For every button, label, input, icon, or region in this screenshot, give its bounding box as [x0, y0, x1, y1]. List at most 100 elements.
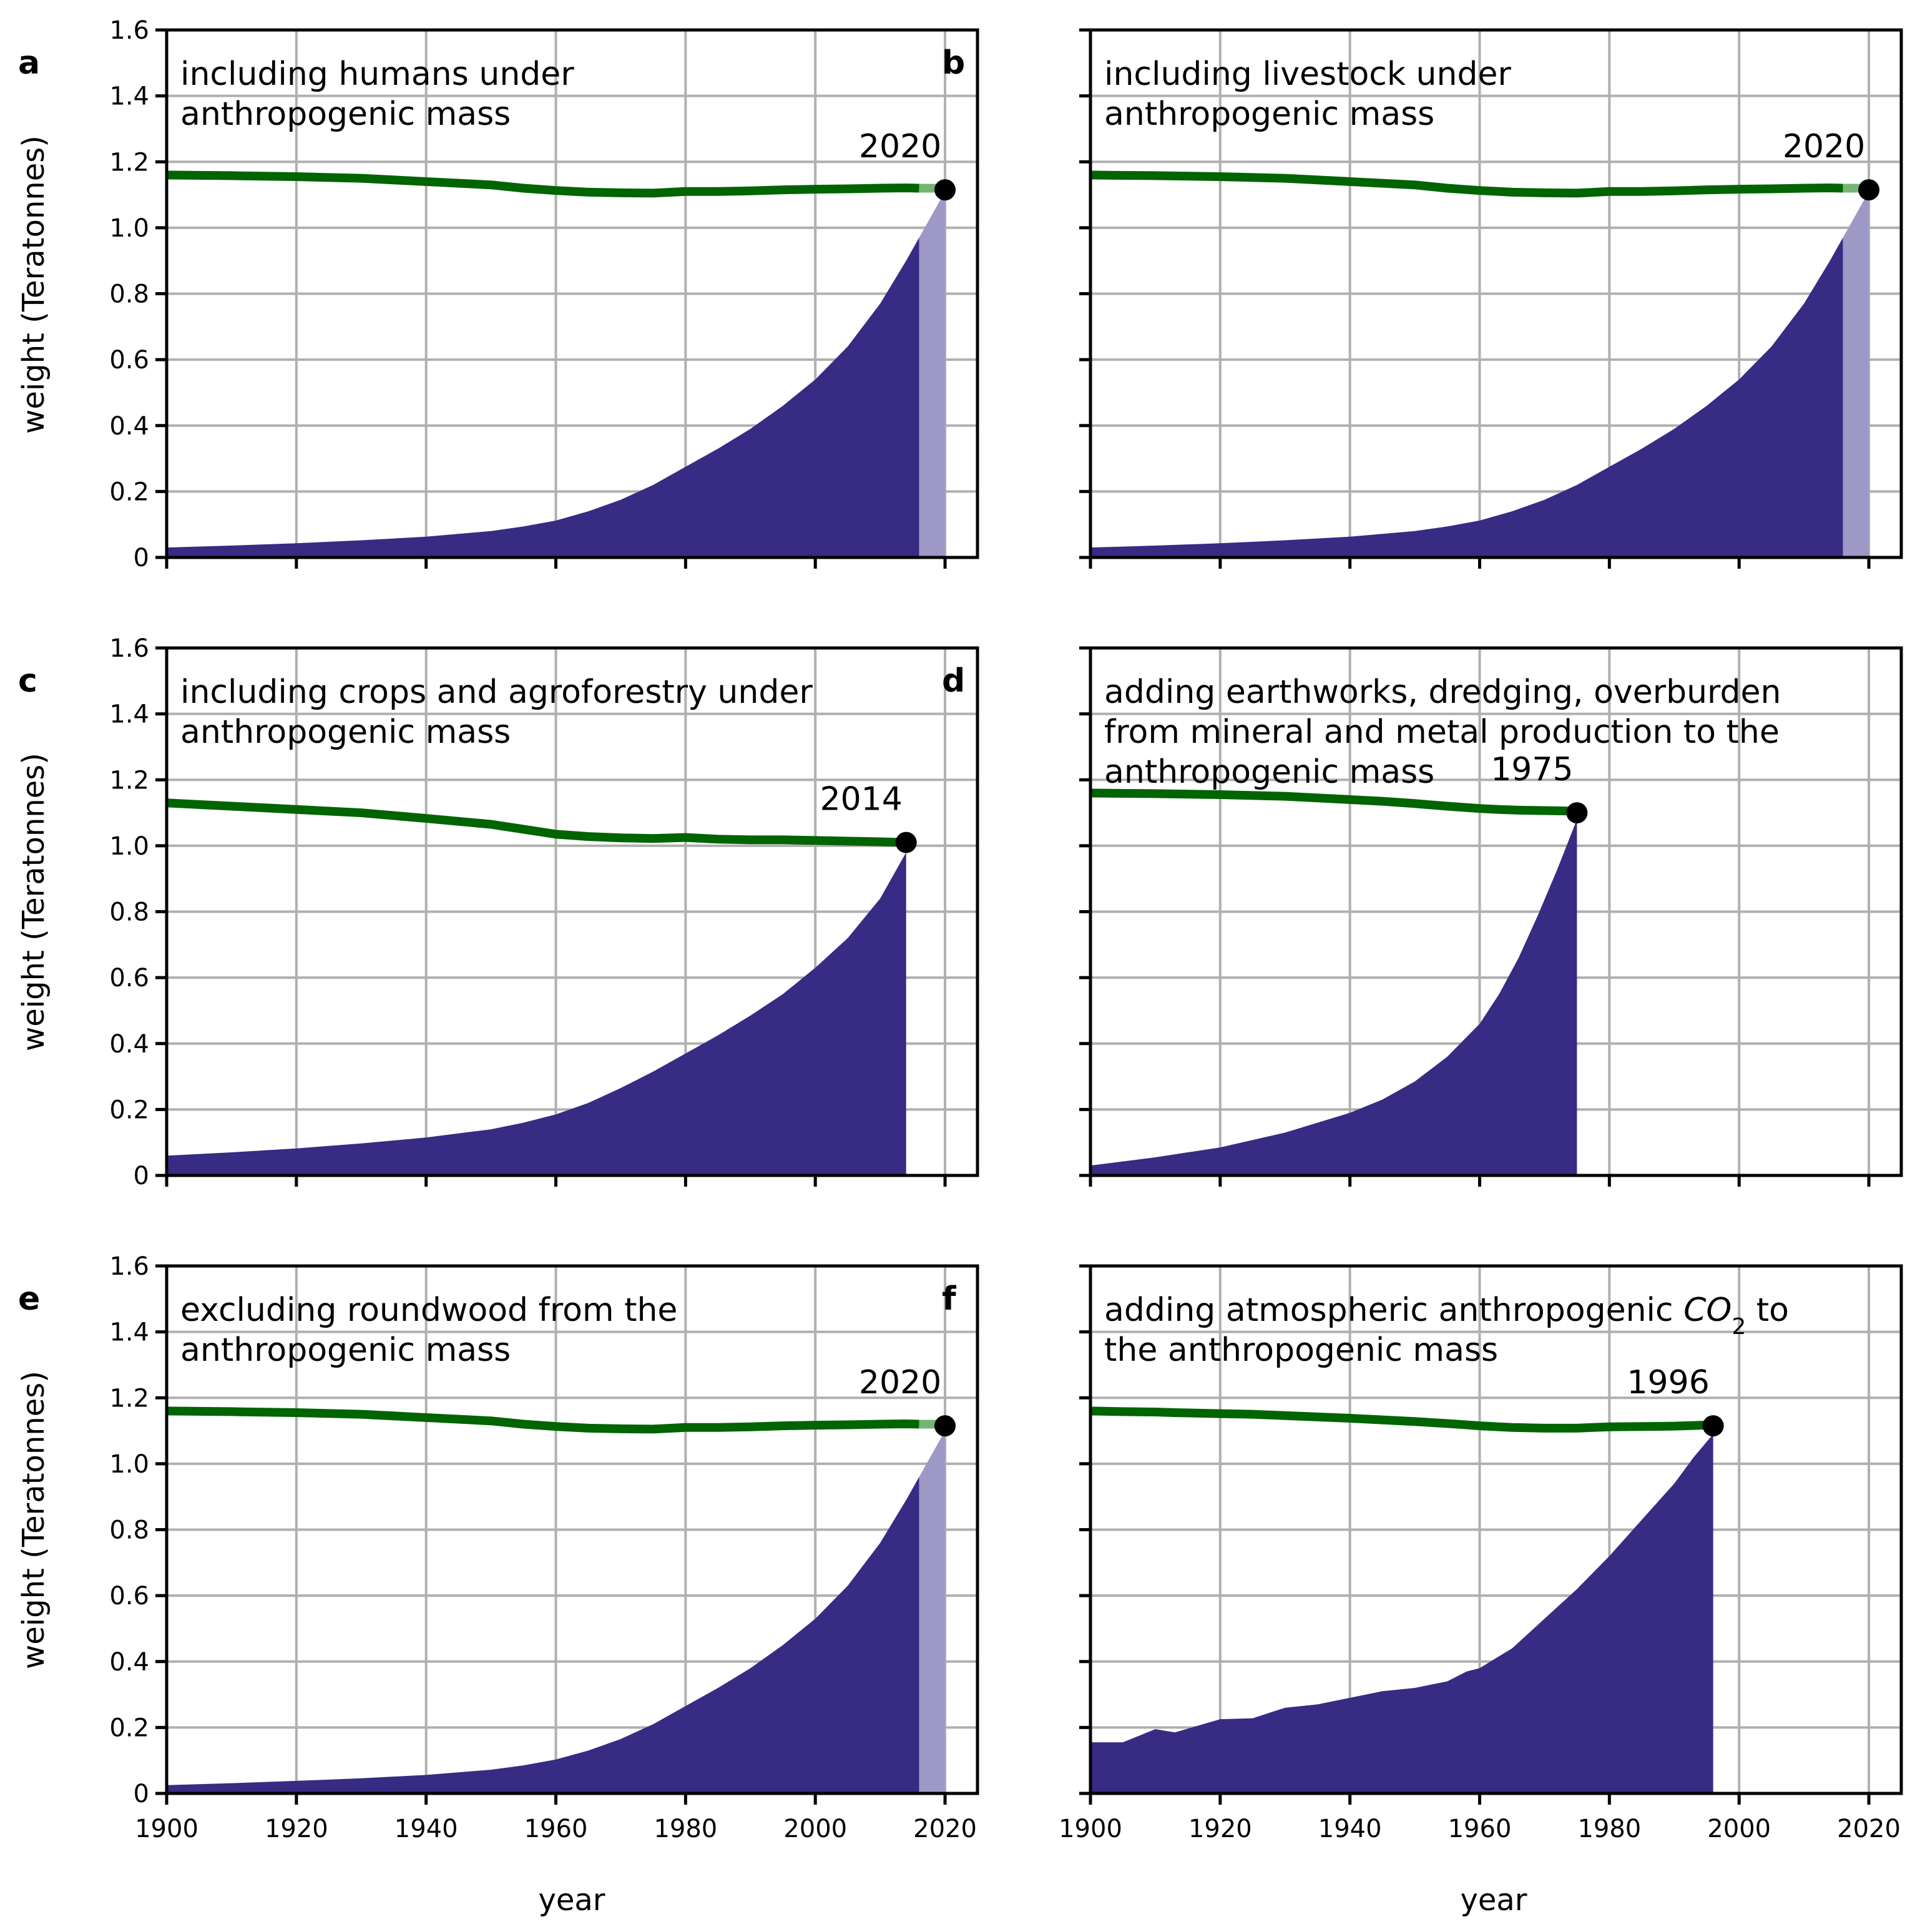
- biomass-line: [1090, 788, 1577, 816]
- panel-e: 2020 1900 1920 1940 1960 1980 2000 2020 0 0.2 0.4 0…: [18, 1252, 979, 1843]
- annotation-line: anthropogenic mass: [1104, 96, 1434, 133]
- x-tick-label: 1940: [1318, 1815, 1382, 1843]
- y-tick-label: 1.6: [109, 1252, 149, 1281]
- panel-f: 1996 1900 1920 1940 1960 1980 2000 2020 f adding …: [942, 1264, 1903, 1843]
- y-tick-label: 0.6: [109, 346, 149, 375]
- y-axis-label: weight (Teratonnes): [16, 135, 51, 434]
- y-tick-label: 1.0: [109, 214, 149, 243]
- annotation-line: adding earthworks, dredging, overburden: [1104, 674, 1781, 711]
- y-tick-label: 1.2: [109, 1384, 149, 1413]
- y-tick-label: 0.4: [109, 1030, 149, 1059]
- crossover-year-label: 2020: [1783, 128, 1865, 165]
- y-tick-label: 0.4: [109, 1648, 149, 1677]
- x-tick-label: 1900: [1059, 1815, 1122, 1843]
- panel-letter: e: [18, 1280, 40, 1318]
- y-tick-label: 0.6: [109, 1582, 149, 1611]
- panel-annotation: including livestock under anthropogenic m…: [1104, 56, 1511, 133]
- y-tick-label: 0.8: [109, 898, 149, 927]
- y-tick-label: 0.8: [109, 1516, 149, 1545]
- x-tick-label: 2020: [913, 1815, 977, 1843]
- x-tick-label: 1960: [1448, 1815, 1512, 1843]
- y-tick-label: 1.4: [109, 700, 149, 729]
- crossover-marker: [1702, 1415, 1724, 1437]
- anthropogenic-projection-area: [919, 1431, 946, 1793]
- panel-a: 2020 0 0.2 0.4 0.6 0.8 1.0 1.2 1.4 1.6 a including …: [18, 16, 979, 572]
- biomass-line: [166, 798, 906, 847]
- annotation-line: including livestock under: [1104, 56, 1511, 93]
- x-tick-label: 2000: [1707, 1815, 1771, 1843]
- annotation-line: anthropogenic mass: [1104, 753, 1434, 791]
- anthropogenic-mass-area: [1090, 237, 1843, 557]
- crossover-year-label: 2020: [859, 128, 941, 165]
- panel-letter: b: [942, 44, 965, 82]
- crossover-marker: [895, 831, 917, 853]
- anthropogenic-projection-area: [1843, 191, 1869, 557]
- annotation-line: from mineral and metal production to the: [1104, 713, 1780, 751]
- anthropogenic-projection-area: [919, 191, 946, 557]
- crossover-year-label: 1996: [1627, 1364, 1709, 1401]
- panel-letter: c: [18, 662, 37, 700]
- y-tick-label: 1.2: [109, 148, 149, 177]
- crossover-year-label: 2014: [820, 781, 903, 818]
- crossover-marker: [1858, 179, 1880, 201]
- biomass-line: [166, 170, 919, 198]
- biomass-line: [1090, 170, 1843, 198]
- y-tick-label: 1.2: [109, 766, 149, 795]
- y-tick-label: 1.0: [109, 832, 149, 861]
- panel-d: 1975 d adding earthworks, dredging, overbu…: [942, 646, 1903, 1187]
- y-tick-label: 0.2: [109, 1714, 149, 1742]
- x-axis-label: year: [1460, 1883, 1527, 1918]
- annotation-line: anthropogenic mass: [180, 713, 511, 751]
- y-tick-label: 0.6: [109, 964, 149, 993]
- crossover-marker: [934, 1415, 956, 1437]
- anthropogenic-mass-area: [1090, 819, 1577, 1175]
- y-tick-label: 1.4: [109, 1318, 149, 1347]
- y-tick-label: 0: [134, 1162, 149, 1190]
- panel-letter: a: [18, 44, 40, 82]
- x-tick-label: 1920: [1188, 1815, 1252, 1843]
- crossover-marker: [934, 179, 956, 201]
- crossover-marker: [1566, 802, 1588, 824]
- y-tick-label: 0: [134, 1780, 149, 1808]
- y-tick-label: 1.6: [109, 634, 149, 663]
- annotation-segment: 2: [1732, 1314, 1746, 1340]
- x-tick-label: 1960: [524, 1815, 588, 1843]
- anthropogenic-mass-area: [167, 852, 906, 1175]
- y-axis-label: weight (Teratonnes): [16, 1371, 51, 1669]
- crossover-year-label: 1975: [1491, 751, 1573, 788]
- panel-annotation: adding earthworks, dredging, overburden f…: [1104, 674, 1781, 791]
- crossover-year-label: 2020: [859, 1364, 941, 1401]
- y-tick-label: 0.2: [109, 1096, 149, 1124]
- anthropogenic-mass-area: [1090, 1434, 1713, 1793]
- panel-annotation: including humans under anthropogenic mass: [180, 56, 574, 133]
- annotation-segment: adding atmospheric anthropogenic: [1104, 1292, 1683, 1329]
- x-tick-label: 1980: [1577, 1815, 1641, 1843]
- x-tick-label: 1920: [265, 1815, 328, 1843]
- annotation-line: anthropogenic mass: [180, 96, 511, 133]
- y-tick-label: 0.2: [109, 478, 149, 506]
- panel-letter: f: [942, 1280, 957, 1318]
- annotation-segment: to: [1746, 1292, 1789, 1329]
- x-tick-label: 2000: [783, 1815, 847, 1843]
- y-tick-label: 1.4: [109, 82, 149, 111]
- x-tick-label: 1940: [394, 1815, 458, 1843]
- annotation-segment: the anthropogenic mass: [1104, 1331, 1498, 1369]
- annotation-line: including humans under: [180, 56, 574, 93]
- panels: 2020 0 0.2 0.4 0.6 0.8 1.0 1.2 1.4 1.6 a including …: [18, 16, 1903, 1843]
- y-tick-label: 1.0: [109, 1450, 149, 1479]
- panel-annotation: including crops and agroforestry under an…: [180, 674, 813, 751]
- panel-b: 2020 b including livestock under anthropoge…: [942, 28, 1903, 569]
- x-tick-label: 2020: [1837, 1815, 1901, 1843]
- y-tick-label: 1.6: [109, 16, 149, 45]
- anthropogenic-mass-area: [167, 237, 919, 557]
- x-tick-label: 1980: [654, 1815, 717, 1843]
- y-tick-label: 0.4: [109, 412, 149, 441]
- annotation-line: anthropogenic mass: [180, 1331, 511, 1369]
- y-axis-label: weight (Teratonnes): [16, 753, 51, 1051]
- annotation-line: excluding roundwood from the: [180, 1292, 677, 1329]
- annotation-line: including crops and agroforestry under: [180, 674, 813, 711]
- anthropogenic-mass-area: [167, 1477, 919, 1793]
- biomass-line: [1090, 1406, 1713, 1433]
- panel-letter: d: [942, 662, 965, 700]
